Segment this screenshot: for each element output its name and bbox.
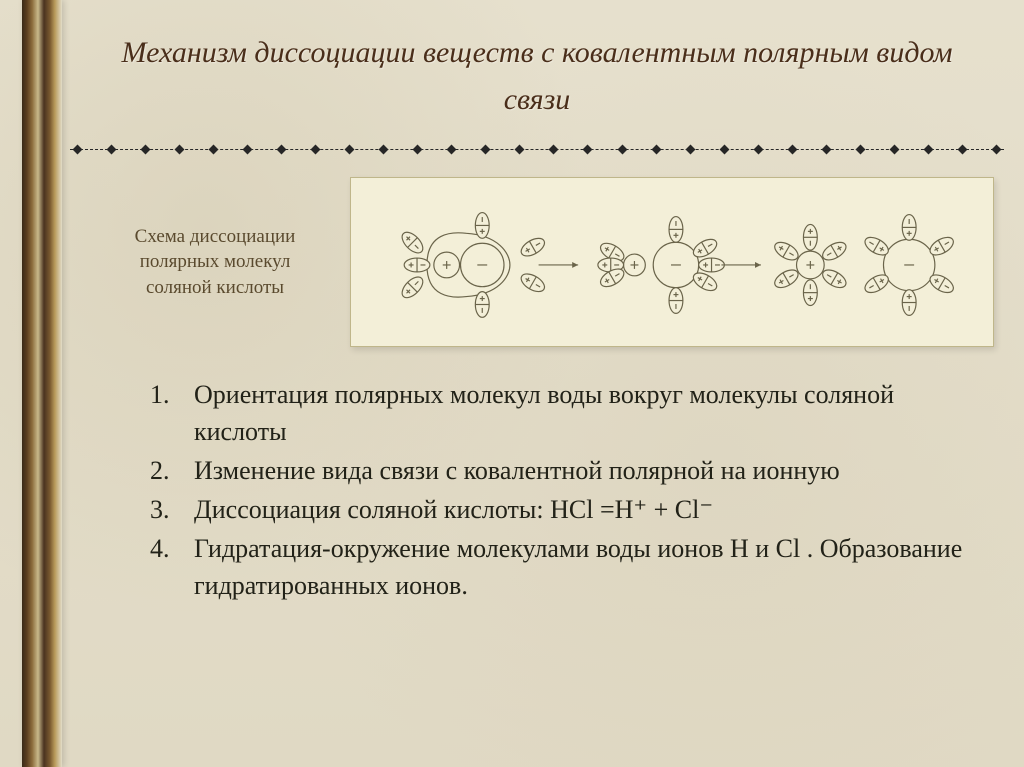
list-number: 4. <box>150 531 194 605</box>
list-text: Ориентация полярных молекул воды вокруг … <box>194 377 974 451</box>
divider-dot <box>889 145 899 155</box>
divider-dot <box>583 145 593 155</box>
divider-dot <box>107 145 117 155</box>
list-text: Гидратация-окружение молекулами воды ион… <box>194 531 974 605</box>
dissociation-schema-figure <box>350 177 994 347</box>
list-item: 3.Диссоциация соляной кислоты: HCl =H⁺ +… <box>150 492 974 529</box>
list-number: 3. <box>150 492 194 529</box>
divider-dot <box>209 145 219 155</box>
divider-dot <box>515 145 525 155</box>
divider-dot <box>379 145 389 155</box>
divider-dot <box>923 145 933 155</box>
list-item: 4. Гидратация-окружение молекулами воды … <box>150 531 974 605</box>
divider-dot <box>787 145 797 155</box>
divider-dot <box>753 145 763 155</box>
divider-dot <box>651 145 661 155</box>
divider <box>70 145 1004 155</box>
divider-dot <box>991 145 1001 155</box>
decorative-left-ribbon <box>22 0 62 767</box>
schema-caption: Схема диссоциации полярных молекул солян… <box>110 224 320 301</box>
divider-dot <box>855 145 865 155</box>
slide-title: Механизм диссоциации веществ с ковалентн… <box>70 0 1004 141</box>
divider-dot <box>277 145 287 155</box>
divider-dot <box>141 145 151 155</box>
list-item: 2.Изменение вида связи с ковалентной пол… <box>150 453 974 490</box>
divider-dot <box>175 145 185 155</box>
list-number: 1. <box>150 377 194 451</box>
schema-svg <box>351 178 993 346</box>
divider-dot <box>549 145 559 155</box>
divider-dot <box>311 145 321 155</box>
divider-dot <box>447 145 457 155</box>
list-item: 1.Ориентация полярных молекул воды вокру… <box>150 377 974 451</box>
divider-dot <box>243 145 253 155</box>
divider-dot <box>957 145 967 155</box>
slide-content: Механизм диссоциации веществ с ковалентн… <box>70 0 1004 767</box>
divider-dot <box>719 145 729 155</box>
divider-dot <box>345 145 355 155</box>
divider-dot <box>481 145 491 155</box>
divider-dot <box>685 145 695 155</box>
list-number: 2. <box>150 453 194 490</box>
divider-dots <box>70 145 1004 153</box>
divider-dot <box>617 145 627 155</box>
steps-list: 1.Ориентация полярных молекул воды вокру… <box>70 347 1004 604</box>
divider-dot <box>73 145 83 155</box>
divider-dot <box>821 145 831 155</box>
list-text: Изменение вида связи с ковалентной поляр… <box>194 453 974 490</box>
schema-row: Схема диссоциации полярных молекул солян… <box>70 177 1004 347</box>
divider-dot <box>413 145 423 155</box>
list-text: Диссоциация соляной кислоты: HCl =H⁺ + C… <box>194 492 974 529</box>
